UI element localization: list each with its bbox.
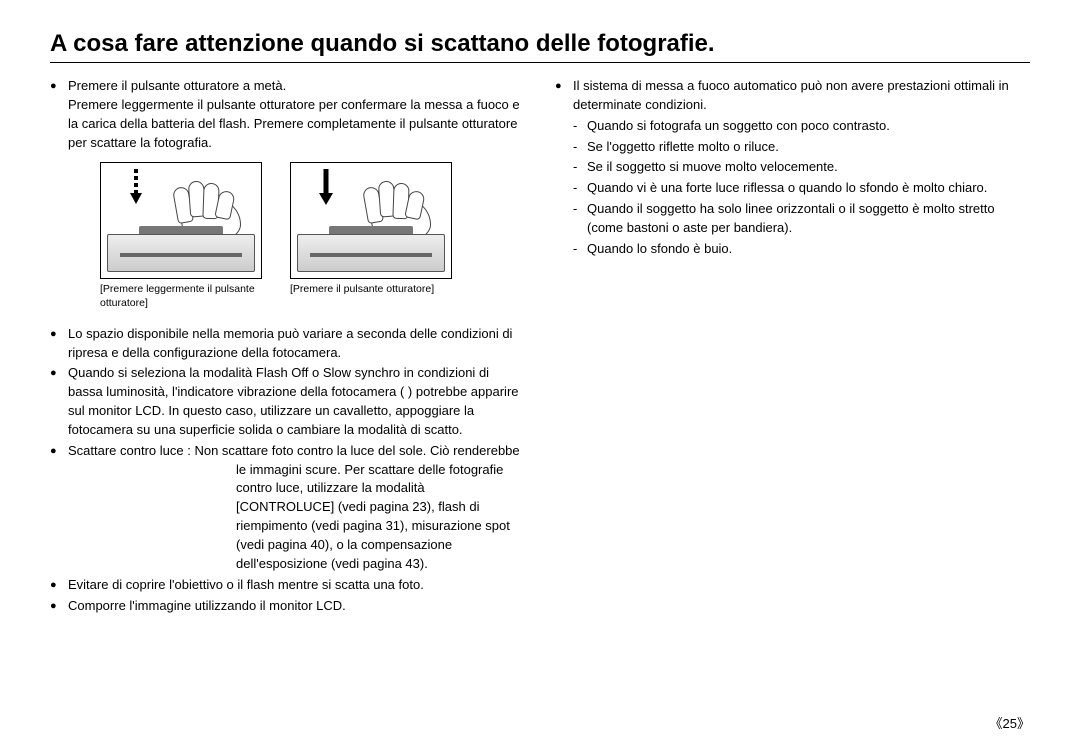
- bullet-mark: ●: [50, 364, 68, 439]
- bullet-head: Scattare contro luce : Non scattare foto…: [68, 443, 520, 458]
- figure-caption: [Premere il pulsante otturatore]: [290, 283, 450, 297]
- dash-fast-moving: -Se il soggetto si muove molto velocemen…: [573, 158, 1030, 177]
- bullet-body-indented: le immagini scure. Per scattare delle fo…: [236, 461, 525, 574]
- page-number: 《25》: [990, 713, 1030, 732]
- bullet-mark: ●: [50, 442, 68, 574]
- bullet-memory: ● Lo spazio disponibile nella memoria pu…: [50, 325, 525, 363]
- dash-reflective: -Se l'oggetto riflette molto o riluce.: [573, 138, 1030, 157]
- dash-horizontal-lines: - Quando il soggetto ha solo linee orizz…: [573, 200, 1030, 238]
- content-columns: ● Premere il pulsante otturatore a metà.…: [50, 77, 1030, 619]
- manual-page: A cosa fare attenzione quando si scattan…: [0, 0, 1080, 746]
- figure-image: [100, 162, 262, 279]
- bullet-mark: ●: [50, 77, 68, 152]
- arrow-down-dashed-icon: [129, 169, 143, 205]
- bullet-text: Comporre l'immagine utilizzando il monit…: [68, 597, 525, 617]
- dash-text: Quando il soggetto ha solo linee orizzon…: [587, 201, 995, 216]
- left-column: ● Premere il pulsante otturatore a metà.…: [50, 77, 525, 619]
- figure-image: [290, 162, 452, 279]
- figure-caption: [Premere leggermente il pulsante otturat…: [100, 283, 260, 310]
- dash-text: Quando si fotografa un soggetto con poco…: [587, 117, 890, 136]
- bullet-text: Evitare di coprire l'obiettivo o il flas…: [68, 576, 525, 596]
- arrow-down-solid-icon: [319, 169, 333, 205]
- bullet-head: Quando si seleziona la modalità Flash Of…: [68, 365, 475, 380]
- title-rule: [50, 62, 1030, 63]
- bullet-backlight: ● Scattare contro luce : Non scattare fo…: [50, 442, 525, 574]
- dash-low-contrast: -Quando si fotografa un soggetto con poc…: [573, 117, 1030, 136]
- dash-text-cont: (come bastoni o aste per bandiera).: [587, 220, 792, 235]
- bullet-autofocus: ● Il sistema di messa a fuoco automatico…: [555, 77, 1030, 115]
- dash-text: Se il soggetto si muove molto velocement…: [587, 158, 838, 177]
- bullet-flash-off: ● Quando si seleziona la modalità Flash …: [50, 364, 525, 439]
- bullet-text: Lo spazio disponibile nella memoria può …: [68, 325, 525, 363]
- figure-full-press: [Premere il pulsante otturatore]: [290, 162, 450, 310]
- bullet-cover-lens: ● Evitare di coprire l'obiettivo o il fl…: [50, 576, 525, 596]
- bullet-body: Premere leggermente il pulsante otturato…: [68, 97, 520, 150]
- dash-text: Quando lo sfondo è buio.: [587, 240, 732, 259]
- figure-row: [Premere leggermente il pulsante otturat…: [100, 162, 525, 310]
- bullet-head: Premere il pulsante otturatore a metà.: [68, 78, 286, 93]
- dash-text: Se l'oggetto riflette molto o riluce.: [587, 138, 779, 157]
- page-title: A cosa fare attenzione quando si scattan…: [50, 30, 1030, 58]
- bullet-mark: ●: [50, 325, 68, 363]
- bullet-mark: ●: [50, 597, 68, 617]
- bullet-compose-lcd: ● Comporre l'immagine utilizzando il mon…: [50, 597, 525, 617]
- dash-bright-bg: -Quando vi è una forte luce riflessa o q…: [573, 179, 1030, 198]
- bullet-mark: ●: [50, 576, 68, 596]
- right-column: ● Il sistema di messa a fuoco automatico…: [555, 77, 1030, 619]
- dash-text: Quando vi è una forte luce riflessa o qu…: [587, 179, 987, 198]
- bullet-shutter-half: ● Premere il pulsante otturatore a metà.…: [50, 77, 525, 152]
- figure-half-press: [Premere leggermente il pulsante otturat…: [100, 162, 260, 310]
- bullet-text: Il sistema di messa a fuoco automatico p…: [573, 77, 1030, 115]
- dash-dark-bg: -Quando lo sfondo è buio.: [573, 240, 1030, 259]
- bullet-mark: ●: [555, 77, 573, 115]
